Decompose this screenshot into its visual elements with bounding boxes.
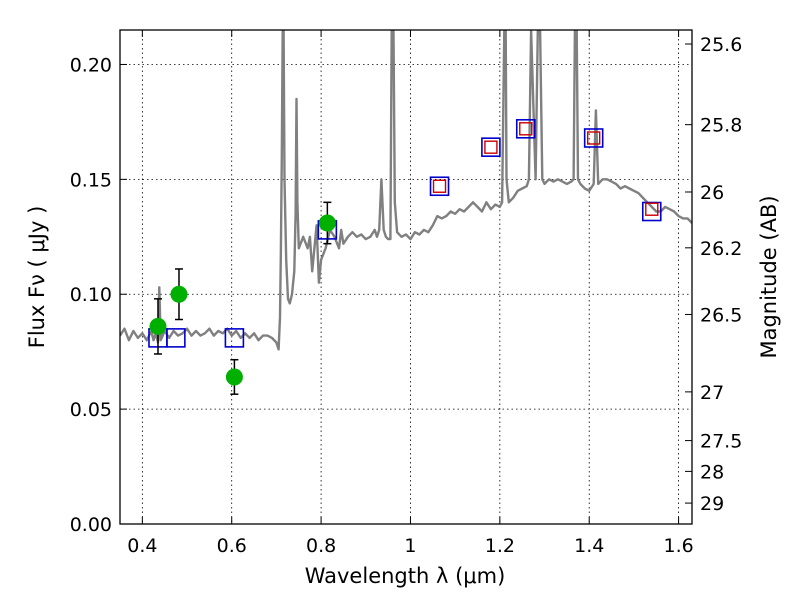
x-tick-label: 0.8	[306, 535, 336, 557]
predicted-nir-square	[519, 122, 533, 136]
photometry-point	[170, 285, 188, 303]
x-tick-label: 1.2	[485, 535, 515, 557]
y-axis-label: Flux Fν ( μJy )	[25, 206, 49, 349]
mag-tick-label: 29	[700, 493, 724, 515]
mag-tick-label: 27	[700, 382, 724, 404]
predicted-nir-square	[432, 179, 447, 193]
mag-tick-label: 25.8	[700, 115, 742, 137]
x-tick-label: 1.4	[574, 535, 604, 557]
mag-tick-label: 25.6	[700, 34, 742, 56]
mag-tick-label: 27.5	[700, 431, 742, 453]
model-photometry-square	[641, 201, 662, 222]
photometry-point	[318, 214, 336, 232]
predicted-nir-square	[586, 131, 601, 145]
photometry-point	[149, 317, 167, 335]
marker-layer	[148, 119, 662, 395]
x-tick-label: 0.6	[217, 535, 247, 557]
x-tick-label: 1.6	[663, 535, 693, 557]
mag-tick-label: 26.2	[700, 238, 742, 260]
mag-tick-label: 28	[700, 461, 724, 483]
model-photometry-square	[481, 137, 501, 157]
x-tick-label: 0.4	[127, 535, 157, 557]
model-photometry-square	[429, 176, 450, 197]
mag-tick-label: 26.5	[700, 304, 742, 326]
mag-tick-label: 26	[700, 182, 724, 204]
y-tick-label: 0.05	[70, 399, 112, 421]
model-photometry-square	[583, 128, 604, 148]
photometry-point	[225, 368, 243, 386]
x-tick-label: 1	[404, 535, 416, 557]
y-tick-label: 0.00	[70, 514, 112, 536]
right-axis-label: Magnitude (AB)	[757, 195, 781, 358]
x-axis-label: Wavelength λ (μm)	[305, 564, 506, 588]
model-photometry-square	[224, 328, 245, 348]
y-tick-label: 0.20	[70, 54, 112, 76]
y-tick-label: 0.10	[70, 284, 112, 306]
model-photometry-square	[515, 119, 536, 139]
plot-frame	[119, 29, 693, 525]
predicted-nir-square	[484, 140, 498, 154]
predicted-nir-square	[645, 202, 659, 216]
y-tick-label: 0.15	[70, 169, 112, 191]
model-photometry-square	[166, 328, 186, 348]
tick-layer: 0.4 0.6 0.8 1 1.2 1.4 1.6 0.00 0.05 0.10 0.15 0.20 2…	[70, 30, 742, 557]
